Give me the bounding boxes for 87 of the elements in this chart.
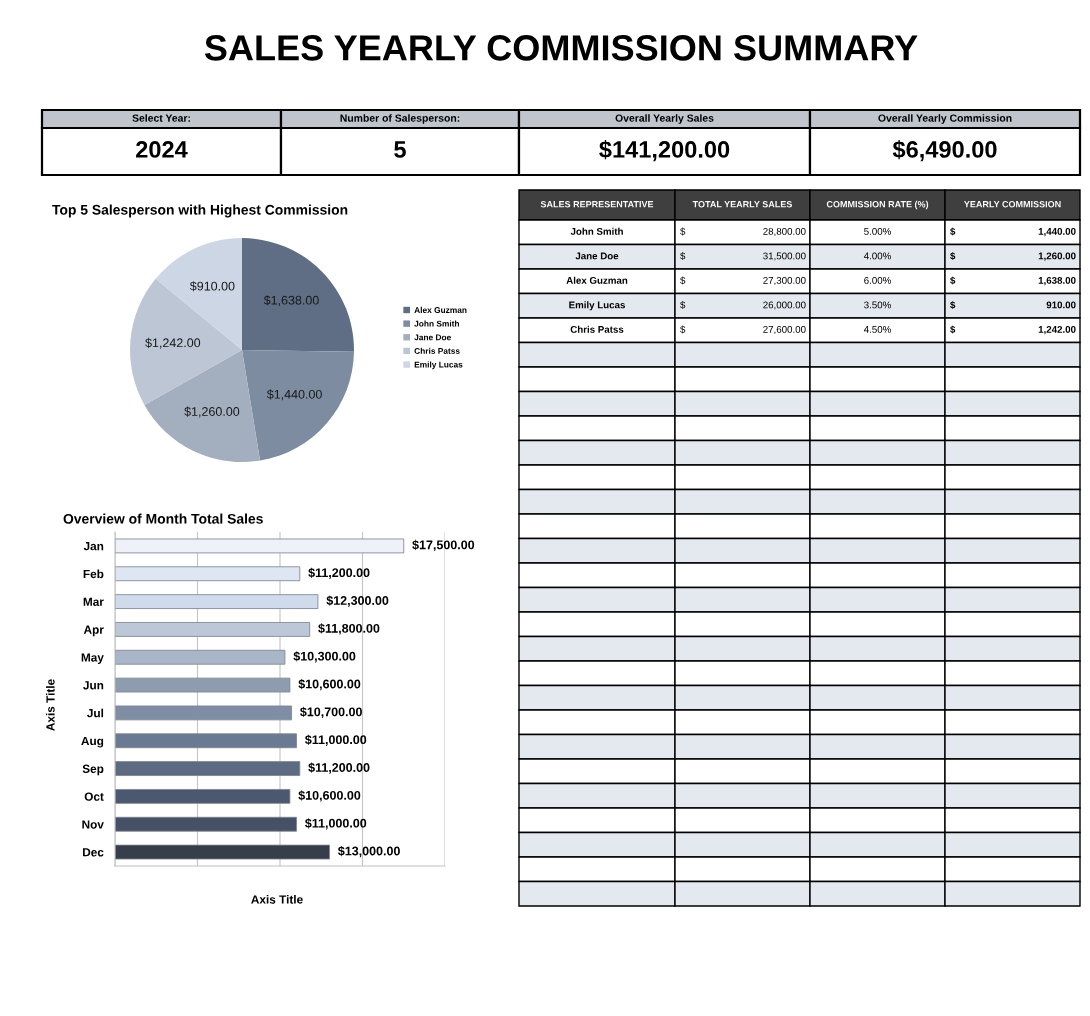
text: $ 26,000.00 — [680, 301, 806, 310]
text: 5 — [394, 141, 406, 158]
data-label: $11,800.00 — [318, 623, 380, 635]
y-tick-label: Mar — [83, 597, 104, 606]
text: SALES YEARLY COMMISSION SUMMARY — [204, 35, 918, 61]
data-label: $10,600.00 — [298, 679, 361, 691]
data-label: $11,000.00 — [305, 818, 367, 830]
data-label: $910.00 — [189, 281, 235, 292]
y-tick-label: Nov — [82, 820, 104, 829]
text: $ 27,600.00 — [680, 325, 806, 335]
bar — [115, 538, 405, 554]
bar — [115, 844, 330, 860]
bar — [115, 677, 291, 693]
data-label: $11,200.00 — [308, 762, 370, 774]
pie-slice — [130, 278, 242, 405]
data-label: $10,300.00 — [293, 651, 356, 663]
text: $ 1,242.00 — [950, 325, 1076, 335]
text: $141,200.00 — [599, 140, 730, 162]
data-label: $1,440.00 — [266, 389, 322, 401]
data-label: $12,300.00 — [326, 595, 389, 607]
data-label: $1,638.00 — [263, 295, 319, 307]
y-tick-label: Oct — [84, 792, 104, 801]
text: $ 28,800.00 — [680, 227, 806, 237]
text: Select Year: — [132, 114, 190, 122]
y-tick-label: Jul — [87, 708, 104, 718]
bar — [115, 816, 297, 832]
y-tick-label: Aug — [81, 736, 104, 748]
text: Overall Yearly Sales — [615, 114, 714, 124]
data-label: $13,000.00 — [338, 846, 400, 858]
bar — [115, 705, 292, 721]
text: $ 1,440.00 — [950, 227, 1076, 237]
pie-slice — [242, 350, 354, 461]
chart-title: Top 5 Salesperson with Highest Commission — [52, 204, 348, 218]
y-tick-label: Jun — [83, 681, 104, 690]
data-label: $11,200.00 — [308, 567, 370, 579]
category-label: YEARLY COMMISSION — [963, 201, 1061, 208]
legend-label: John Smith — [414, 320, 460, 327]
text: Overall Yearly Commission — [878, 114, 1012, 124]
legend-label: Emily Lucas — [414, 361, 463, 370]
text: Emily Lucas — [569, 301, 625, 311]
text: 4.50% — [863, 325, 891, 333]
y-tick-label: Dec — [83, 848, 104, 857]
chart-title: Overview of Month Total Sales — [63, 513, 263, 524]
bar — [115, 733, 297, 749]
text: Jane Doe — [575, 252, 619, 260]
text: Chris Patss — [570, 325, 624, 333]
text: John Smith — [570, 227, 623, 235]
y-axis-title: Axis Title — [46, 679, 55, 731]
text: Alex Guzman — [566, 276, 628, 284]
bar — [115, 789, 291, 804]
bar — [115, 761, 301, 776]
y-tick-label: Sep — [82, 764, 104, 776]
text: $ 31,500.00 — [680, 252, 806, 261]
data-label: $10,600.00 — [298, 790, 361, 802]
category-label: TOTAL YEARLY SALES — [692, 201, 792, 208]
text: $ 1,638.00 — [950, 276, 1076, 286]
text: 3.50% — [864, 301, 891, 309]
y-tick-label: Apr — [83, 625, 104, 637]
legend-label: Chris Patss — [414, 347, 460, 354]
text: $ 1,260.00 — [950, 252, 1076, 261]
text: $ 910.00 — [950, 301, 1076, 309]
data-label: $1,242.00 — [145, 337, 201, 349]
data-label: $1,260.00 — [184, 406, 240, 418]
text: $ 27,300.00 — [680, 276, 806, 286]
y-tick-label: May — [81, 653, 104, 664]
y-tick-label: Feb — [83, 569, 104, 579]
data-label: $10,700.00 — [300, 706, 362, 719]
legend-label: Jane Doe — [414, 334, 451, 341]
y-tick-label: Jan — [83, 542, 104, 551]
legend-label: Alex Guzman — [414, 306, 467, 313]
bar — [115, 649, 286, 665]
text: 4.00% — [863, 252, 891, 260]
category-label: SALES REPRESENTATIVE — [540, 201, 654, 208]
bar — [115, 622, 311, 637]
bar — [115, 594, 319, 609]
pie-slice — [242, 238, 354, 352]
text: Number of Salesperson: — [340, 114, 460, 124]
text: 6.00% — [864, 276, 891, 284]
text: 5.00% — [864, 227, 891, 235]
x-axis-title: Axis Title — [251, 895, 303, 904]
bar — [115, 566, 301, 582]
data-label: $11,000.00 — [305, 734, 367, 746]
category-label: COMMISSION RATE (%) — [826, 200, 929, 210]
data-label: $17,500.00 — [412, 539, 475, 552]
pie-slice — [144, 350, 261, 462]
text: $6,490.00 — [892, 140, 997, 162]
text: 2024 — [136, 141, 188, 158]
